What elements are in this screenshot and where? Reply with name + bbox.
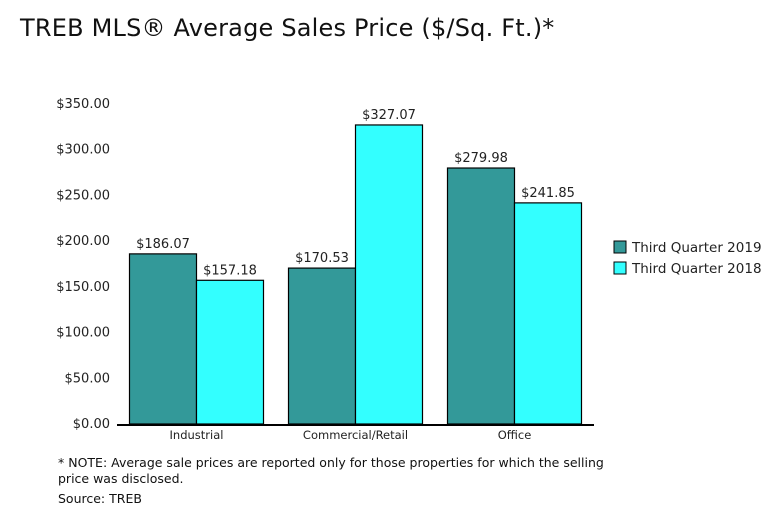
y-tick-label: $0.00 (73, 417, 110, 432)
bar-value-label: $157.18 (203, 263, 257, 278)
legend-swatch (613, 261, 627, 275)
bar (128, 253, 198, 425)
footnote: * NOTE: Average sale prices are reported… (58, 455, 604, 486)
x-tick-label: Office (498, 428, 532, 442)
bar-value-label: $279.98 (454, 151, 508, 166)
legend-swatch (613, 240, 627, 254)
bar (354, 124, 424, 425)
source-note: Source: TREB (58, 491, 142, 506)
y-tick-label: $300.00 (56, 143, 110, 158)
y-tick-label: $200.00 (56, 234, 110, 249)
bar (287, 267, 357, 425)
legend-label: Third Quarter 2018 (631, 261, 762, 277)
y-tick-label: $150.00 (56, 280, 110, 295)
bar (513, 202, 583, 425)
bar-chart: $0.00 $50.00 $100.00 $150.00 $200.00 $250.00 $… (56, 97, 762, 442)
bar (446, 167, 516, 425)
bar-value-label: $327.07 (362, 108, 416, 123)
x-axis-ticks: Industrial Commercial/Retail Office (170, 428, 532, 442)
chart-title: TREB MLS® Average Sales Price ($/Sq. Ft.… (20, 14, 555, 42)
y-tick-label: $250.00 (56, 188, 110, 203)
data-labels-group: $186.07 $157.18 $170.53 $327.07 $279.98 $241.… (136, 108, 575, 278)
bars-group (128, 124, 583, 425)
bar-value-label: $170.53 (295, 251, 349, 266)
bar (195, 279, 265, 425)
y-tick-label: $100.00 (56, 326, 110, 341)
y-tick-label: $350.00 (56, 97, 110, 112)
bar-value-label: $241.85 (521, 186, 575, 201)
y-axis-ticks: $0.00 $50.00 $100.00 $150.00 $200.00 $250.00 $… (56, 97, 110, 432)
legend: Third Quarter 2019 Third Quarter 2018 (613, 240, 762, 277)
y-tick-label: $50.00 (65, 371, 111, 386)
x-tick-label: Industrial (170, 428, 224, 442)
x-tick-label: Commercial/Retail (303, 428, 408, 442)
bar-value-label: $186.07 (136, 237, 190, 252)
legend-label: Third Quarter 2019 (631, 240, 762, 256)
